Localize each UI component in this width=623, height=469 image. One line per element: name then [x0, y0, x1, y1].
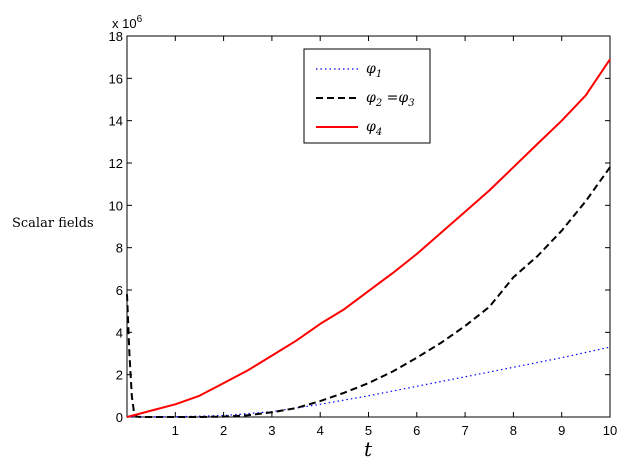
x-tick-label: 3: [268, 423, 275, 438]
y-exponent-label: x 106: [112, 14, 143, 31]
x-tick-label: 10: [603, 423, 617, 438]
x-tick-label: 2: [220, 423, 227, 438]
x-tick-label: 7: [461, 423, 468, 438]
y-exponent-power: 6: [137, 14, 143, 25]
y-tick-label: 0: [116, 410, 123, 425]
y-tick-label: 2: [116, 368, 123, 383]
series-line-2: [126, 166, 611, 418]
x-axis-label: t: [364, 437, 373, 461]
y-axis-label: Scalar fields: [12, 216, 94, 231]
y-tick-label: 8: [116, 241, 123, 256]
x-tick-label: 9: [558, 423, 565, 438]
x-tick-label: 4: [317, 423, 324, 438]
y-tick-label: 14: [109, 114, 123, 129]
y-tick-label: 16: [109, 71, 123, 86]
y-tick-label: 18: [109, 29, 123, 44]
legend: φ1 φ2 =φ3 φ4: [303, 48, 431, 144]
y-tick-label: 4: [116, 325, 123, 340]
x-tick-label: 8: [510, 423, 517, 438]
x-tick-label: 5: [365, 423, 372, 438]
y-tick-label: 12: [109, 156, 123, 171]
series-line-3: [126, 58, 611, 418]
x-tick-label: 1: [172, 423, 179, 438]
series-layer: [126, 58, 611, 418]
y-tick-label: 10: [109, 198, 123, 213]
y-tick-label: 6: [116, 283, 123, 298]
x-tick-label: 6: [413, 423, 420, 438]
